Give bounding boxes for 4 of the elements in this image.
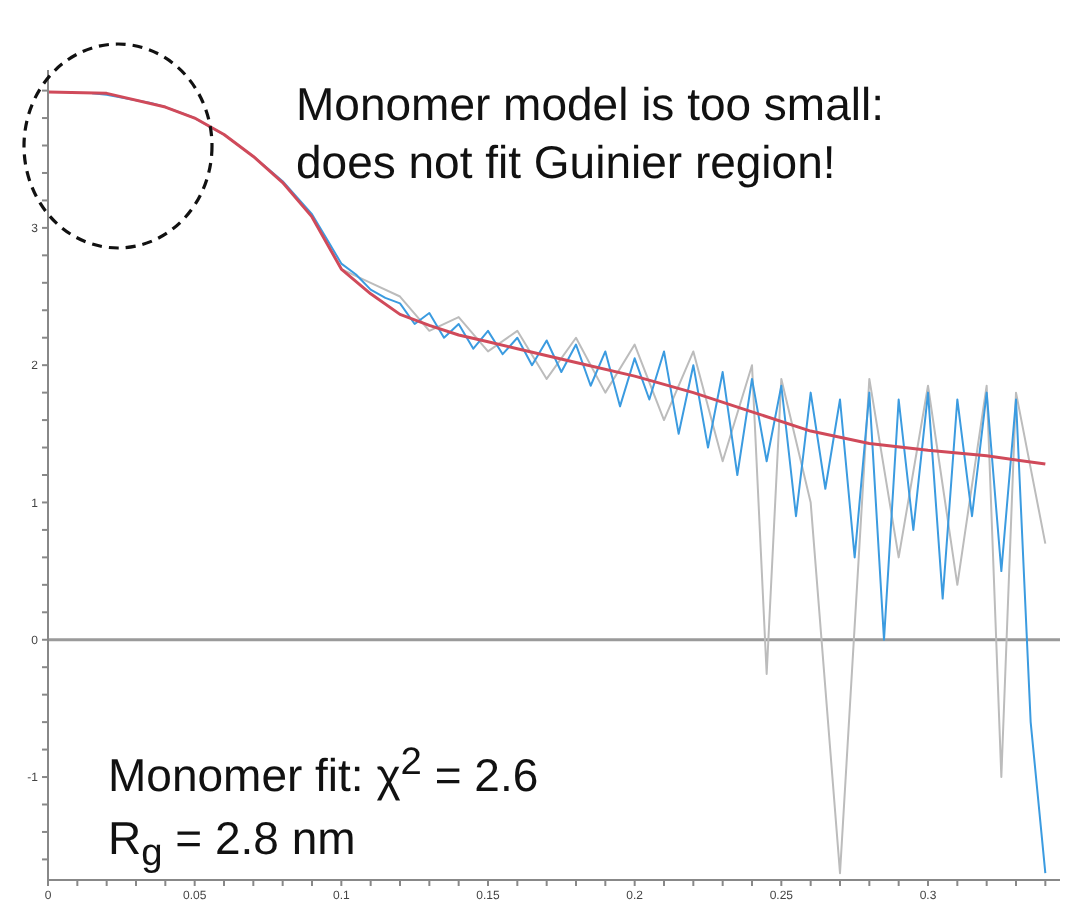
annotation: R$_{g}$ = 2.8 nm — [108, 809, 358, 879]
annotation: Monomer model is too small: does not fit Guinier region! — [296, 76, 886, 192]
annotation: Monomer fit: χ$^{2}$ = 2.6 — [108, 740, 539, 806]
line-series — [48, 90, 1047, 466]
